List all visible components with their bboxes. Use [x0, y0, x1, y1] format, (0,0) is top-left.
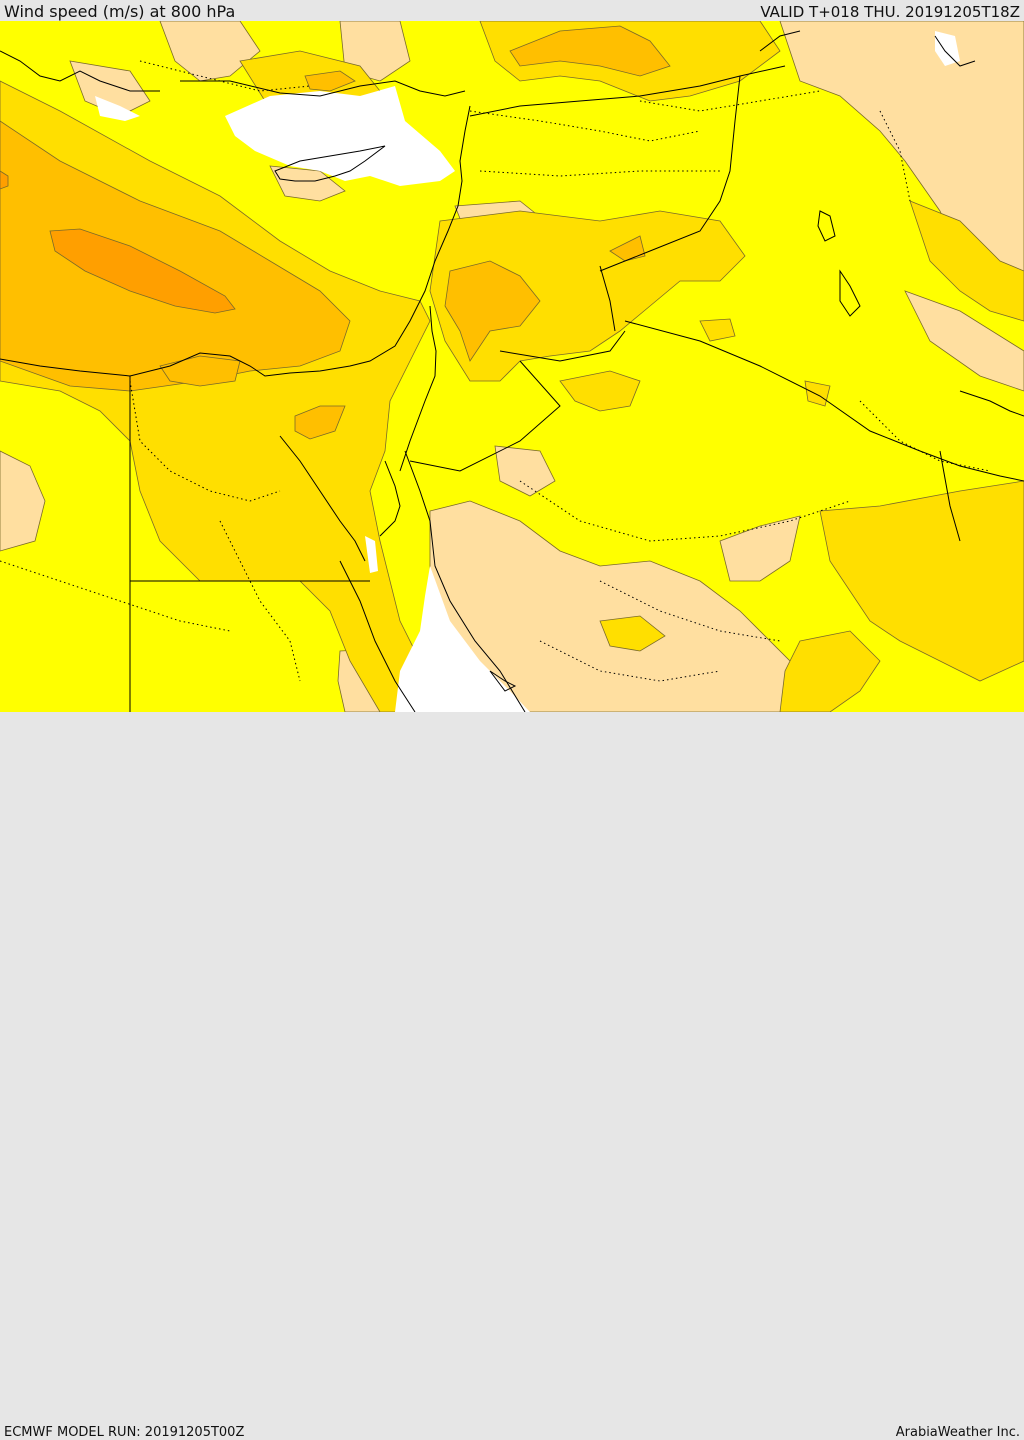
orange-spot-iraq: [609, 235, 646, 262]
deep-orange-west-edge: [0, 170, 9, 190]
header-bar: Wind speed (m/s) at 800 hPa VALID T+018 …: [0, 0, 1024, 21]
internal-boundaries: [0, 60, 991, 682]
coast-cyprus: [274, 145, 386, 182]
dotted-border-6: [519, 480, 851, 542]
orange-spot-sinai: [294, 405, 346, 440]
wind-speed-map[interactable]: [0, 21, 1024, 712]
brand-credit: ArabiaWeather Inc.: [895, 1425, 1020, 1440]
white-area-caspian: [935, 31, 960, 66]
gold-spot-2: [804, 380, 831, 407]
border-israel-jordan: [399, 305, 437, 472]
white-area-gulf-suez: [365, 536, 378, 573]
peach-area-greece: [69, 60, 151, 117]
white-area-aegean: [95, 96, 140, 121]
orange-band-mediterranean: [0, 120, 351, 392]
coast-turkey-south: [180, 80, 466, 97]
no-data-areas: [95, 31, 960, 712]
coast-sinai-east: [379, 460, 401, 537]
border-iraq-saudi: [624, 320, 1024, 482]
map-title: Wind speed (m/s) at 800 hPa: [4, 2, 236, 21]
coast-black-sea: [759, 30, 801, 52]
border-saudi-jordan: [409, 360, 561, 472]
dotted-border-8: [859, 400, 991, 472]
border-syria-iraq: [599, 265, 616, 332]
coast-sinai-west: [279, 435, 366, 562]
gold-band-levant: [429, 210, 746, 382]
dotted-border-11: [539, 640, 721, 682]
peach-area-south: [719, 515, 801, 582]
dotted-border-2: [469, 110, 701, 142]
dotted-border-9: [639, 90, 821, 112]
coast-red-sea-island: [489, 670, 517, 692]
dotted-border-12: [879, 110, 911, 202]
deep-orange-core: [49, 228, 236, 314]
valid-time: VALID T+018 THU. 20191205T18Z: [760, 3, 1020, 21]
white-area-red-sea: [395, 566, 530, 712]
gold-spot-1: [699, 318, 736, 342]
coast-red-sea-east: [404, 450, 526, 712]
orange-spot-turkey: [304, 70, 356, 92]
orange-band-north: [509, 25, 671, 77]
gold-band-south: [779, 630, 881, 712]
coast-red-sea-west: [339, 560, 416, 712]
lake-van: [839, 269, 861, 317]
coastlines-and-borders: [0, 30, 1024, 712]
border-saudi-kuwait: [939, 450, 961, 542]
coast-caspian: [934, 35, 976, 67]
border-jordan-iraq: [499, 330, 626, 362]
footer-bar: ECMWF MODEL RUN: 20191205T00Z ArabiaWeat…: [0, 712, 1024, 1440]
dotted-border-5: [0, 560, 231, 632]
peach-area-far-east: [904, 290, 1024, 392]
border-iraq-iran: [599, 75, 741, 272]
strong-wind-areas: [0, 25, 671, 440]
coast-persian-gulf: [959, 390, 1024, 417]
peach-area-aegean: [159, 21, 261, 82]
coast-north-africa: [0, 105, 471, 377]
gold-band-iran: [909, 200, 1024, 322]
peach-area-cyprus: [269, 165, 346, 202]
max-wind-areas: [0, 170, 236, 314]
lake-urmia: [817, 210, 836, 242]
peach-area-arabia-east: [429, 500, 801, 712]
coast-aegean-islands: [0, 50, 160, 92]
dotted-border-10: [219, 520, 301, 682]
dotted-border-4: [129, 380, 281, 502]
orange-spot-egypt: [159, 355, 241, 387]
peach-area-desert: [494, 445, 556, 497]
dotted-border-1: [139, 60, 311, 92]
peach-area-west: [0, 450, 46, 552]
model-run: ECMWF MODEL RUN: 20191205T00Z: [4, 1425, 245, 1440]
gold-band-east: [559, 370, 641, 412]
white-area-eastern-med: [225, 86, 455, 186]
gold-spot-3: [599, 615, 666, 652]
orange-band-levant: [444, 260, 541, 362]
gold-band-southeast: [819, 480, 1024, 682]
